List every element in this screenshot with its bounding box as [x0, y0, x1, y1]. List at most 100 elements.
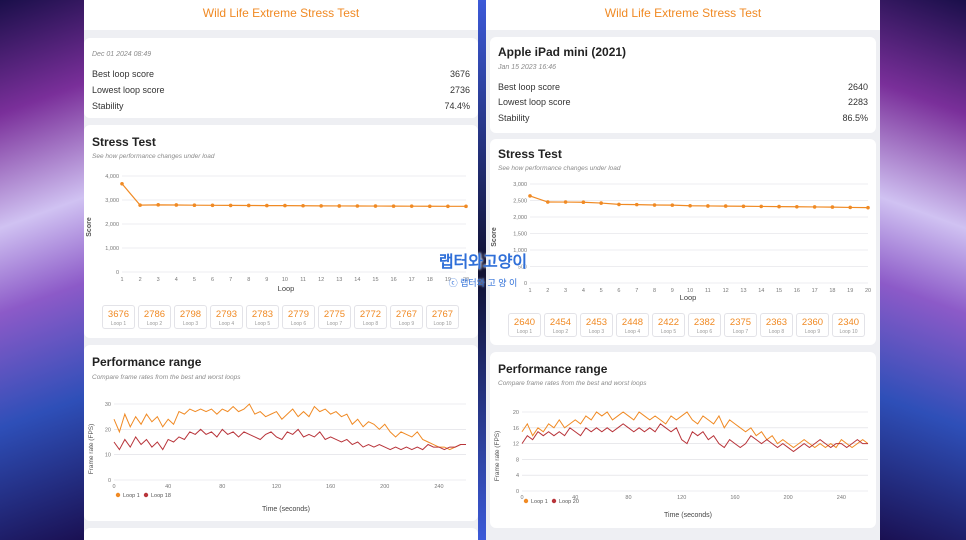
right-device-name: Apple iPad mini (2021) [498, 45, 627, 59]
score-point [545, 200, 550, 204]
legend-loop1-label: Loop 1 [531, 499, 548, 505]
right-loop-tile[interactable]: 2340 Loop 10 [832, 313, 865, 337]
watermark-copyright: ⓒ 랩터와 고 양 이 [448, 278, 518, 288]
right-loop-tile[interactable]: 2375 Loop 7 [724, 313, 757, 337]
score-point [283, 203, 287, 208]
right-result-panel[interactable]: Wild Life Extreme Stress Test Apple iPad… [486, 0, 880, 540]
right-stress-subtitle: See how performance changes under load [498, 165, 621, 172]
left-loop-tile[interactable]: 2767 Loop 10 [426, 305, 459, 329]
x-tick-label: 240 [434, 484, 443, 490]
score-point [759, 204, 764, 209]
y-tick-label: 4 [516, 473, 519, 479]
left-loop-tile[interactable]: 2779 Loop 6 [282, 305, 315, 329]
left-perf-plot: 0 10 20 30 0 40 80 120 160 200 240 [105, 402, 466, 490]
tile-label: Loop 1 [110, 321, 127, 327]
left-loop-tile[interactable]: 2793 Loop 4 [210, 305, 243, 329]
right-stress-xlabel: Loop [680, 293, 697, 302]
x-tick-label: 6 [211, 277, 214, 283]
x-tick-label: 1 [528, 288, 531, 294]
left-loop-tile[interactable]: 2786 Loop 2 [138, 305, 171, 329]
left-loop-tile[interactable]: 2798 Loop 3 [174, 305, 207, 329]
x-tick-label: 1 [120, 277, 123, 283]
y-tick-label: 2,000 [513, 215, 527, 221]
tile-label: Loop 2 [146, 321, 163, 327]
x-tick-label: 2 [546, 288, 549, 294]
x-tick-label: 20 [463, 277, 469, 283]
x-tick-label: 5 [600, 288, 603, 294]
left-best-loop-value: 3676 [449, 69, 470, 79]
score-point [174, 203, 179, 207]
y-tick-label: 2,000 [105, 222, 119, 228]
x-tick-label: 12 [318, 277, 324, 283]
x-tick-label: 240 [837, 495, 846, 501]
left-loop-tile[interactable]: 2767 Loop 9 [390, 305, 423, 329]
left-loop-tile[interactable]: 2772 Loop 8 [354, 305, 387, 329]
right-stability-value: 86.5% [842, 113, 868, 123]
score-point [246, 203, 251, 208]
tile-label: Loop 8 [768, 329, 785, 335]
right-loop-tile[interactable]: 2454 Loop 2 [544, 313, 577, 337]
tile-score: 2382 [693, 317, 716, 328]
background-divider [478, 0, 486, 540]
tile-label: Loop 7 [326, 321, 343, 327]
x-tick-label: 14 [354, 277, 360, 283]
left-perf-chart: Frame rate (FPS) Time (seconds) Loop 1 L… [88, 402, 466, 513]
legend-swatch-worst [551, 498, 557, 504]
x-tick-label: 5 [193, 277, 196, 283]
right-perf-ylabel: Frame rate (FPS) [494, 431, 501, 482]
x-tick-label: 9 [671, 288, 674, 294]
score-point [563, 200, 568, 204]
tile-label: Loop 3 [588, 329, 605, 335]
left-test-date: Dec 01 2024 08:49 [92, 51, 152, 58]
left-stress-title: Stress Test [92, 135, 156, 149]
right-loop-tile[interactable]: 2448 Loop 4 [616, 313, 649, 337]
right-panel-title: Wild Life Extreme Stress Test [486, 0, 880, 30]
right-perf-card: Performance range Compare frame rates fr… [490, 352, 876, 528]
tile-score: 2779 [287, 309, 310, 320]
left-panel-title: Wild Life Extreme Stress Test [84, 0, 478, 30]
left-result-panel[interactable]: Wild Life Extreme Stress Test Dec 01 202… [84, 0, 478, 540]
score-point [634, 202, 639, 207]
left-stress-xlabel: Loop [278, 284, 295, 293]
right-loop-tile[interactable]: 2360 Loop 9 [796, 313, 829, 337]
score-point [265, 203, 269, 208]
score-point [599, 201, 603, 205]
score-point [617, 202, 621, 207]
right-perf-legend: Loop 1 Loop 20 [523, 498, 579, 505]
right-loop-tile[interactable]: 2363 Loop 8 [760, 313, 793, 337]
left-perf-subtitle: Compare frame rates from the best and wo… [92, 374, 241, 381]
x-tick-label: 160 [326, 484, 335, 490]
x-tick-label: 120 [677, 495, 686, 501]
x-tick-label: 10 [687, 288, 693, 294]
x-tick-label: 120 [272, 484, 281, 490]
right-loop-tile[interactable]: 2640 Loop 1 [508, 313, 541, 337]
right-lowest-loop-row: Lowest loop score 2283 [498, 97, 868, 107]
y-tick-label: 2,500 [513, 199, 527, 205]
left-perf-title: Performance range [92, 355, 202, 369]
x-tick-label: 15 [372, 277, 378, 283]
right-loop-tile[interactable]: 2453 Loop 3 [580, 313, 613, 337]
left-loop-tile[interactable]: 3676 Loop 1 [102, 305, 135, 329]
right-best-loop-label: Best loop score [498, 82, 561, 92]
best-loop-line [521, 411, 869, 449]
legend-swatch-worst [143, 492, 149, 498]
x-tick-label: 80 [625, 495, 631, 501]
tile-label: Loop 5 [660, 329, 677, 335]
left-loop-tile[interactable]: 2775 Loop 7 [318, 305, 351, 329]
right-loop-tile[interactable]: 2382 Loop 6 [688, 313, 721, 337]
tile-label: Loop 9 [398, 321, 415, 327]
right-lowest-loop-value: 2283 [847, 97, 868, 107]
y-tick-label: 16 [513, 426, 519, 432]
right-perf-title: Performance range [498, 362, 608, 376]
tile-score: 3676 [107, 309, 130, 320]
y-tick-label: 0 [516, 489, 519, 495]
right-loop-tile[interactable]: 2422 Loop 5 [652, 313, 685, 337]
x-tick-label: 3 [157, 277, 160, 283]
y-tick-label: 12 [513, 442, 519, 448]
left-best-loop-label: Best loop score [92, 69, 155, 79]
left-perf-xlabel: Time (seconds) [262, 506, 310, 513]
x-tick-label: 7 [229, 277, 232, 283]
left-loop-tile[interactable]: 2783 Loop 5 [246, 305, 279, 329]
x-tick-label: 2 [139, 277, 142, 283]
